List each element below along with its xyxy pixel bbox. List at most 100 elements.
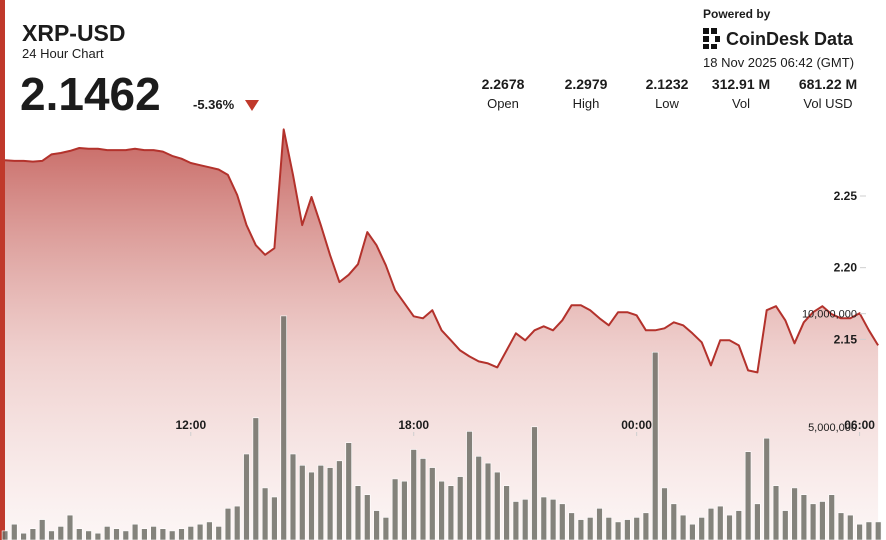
volume-bar: [605, 517, 613, 540]
stat-label: Vol USD: [803, 96, 852, 111]
y-tick-label: 2.25: [834, 189, 858, 203]
volume-bar: [271, 496, 278, 540]
stat-value: 2.2678: [482, 76, 525, 92]
volume-bar: [410, 449, 417, 540]
brand-logo: [703, 28, 720, 49]
title: XRP-USD: [22, 20, 126, 46]
volume-bar: [856, 523, 863, 540]
price: 2.1462: [20, 68, 161, 120]
volume-bar: [484, 462, 492, 540]
volume-bar: [874, 521, 882, 540]
volume-bar: [614, 521, 622, 540]
volume-bar: [837, 512, 845, 540]
volume-bar: [38, 519, 46, 540]
volume-bar: [336, 460, 343, 540]
volume-bar: [494, 471, 501, 540]
down-arrow: [245, 100, 259, 111]
volume-bar: [828, 494, 835, 540]
volume-bar: [512, 501, 520, 540]
brand: CoinDesk Data: [726, 29, 854, 49]
volume-bar: [735, 510, 743, 540]
y-tick-label: 2.20: [834, 261, 858, 275]
stat-value: 681.22 M: [799, 76, 857, 92]
volume-bar: [651, 351, 659, 540]
volume-bar: [670, 503, 678, 540]
volume-bar: [791, 487, 798, 540]
volume-bar: [865, 521, 873, 540]
stat-value: 2.2979: [565, 76, 608, 92]
volume-bar: [847, 514, 854, 540]
stat-label: Vol: [732, 96, 750, 111]
volume-bar: [326, 467, 334, 540]
volume-bar: [159, 528, 167, 540]
stats: 2.2678 Open 2.2979 High 2.1232 Low 312.91 M Vol…: [482, 76, 858, 111]
stat-label: Low: [655, 96, 679, 111]
volume-bar: [429, 467, 436, 540]
volume-bar: [20, 532, 27, 540]
volume-bar: [800, 494, 808, 540]
volume-bar: [707, 507, 715, 540]
volume-bar: [48, 530, 55, 540]
volume-bar: [364, 494, 371, 540]
volume-bar: [642, 512, 650, 540]
volume-bar: [234, 505, 241, 540]
volume-bar: [94, 532, 102, 540]
price-line: [4, 128, 879, 374]
subtitle: 24 Hour Chart: [22, 46, 104, 61]
volume-bar: [11, 523, 18, 540]
volume-bar: [215, 526, 222, 540]
volume-bar: [456, 476, 464, 540]
volume-bar: [531, 426, 538, 540]
volume-bar: [698, 517, 705, 540]
volume-bar: [679, 514, 687, 540]
y2-tick-label: 5,000,000: [808, 422, 857, 434]
volume-bar: [559, 503, 566, 540]
volume-bar: [289, 453, 297, 540]
volume-bar: [382, 517, 390, 540]
stat-value: 2.1232: [646, 76, 689, 92]
volume-bar: [689, 523, 696, 540]
timestamp: 18 Nov 2025 06:42 (GMT): [703, 55, 854, 70]
volume-bar: [243, 453, 250, 540]
volume-bar: [475, 455, 482, 540]
volume-bar: [661, 487, 668, 540]
volume-bar: [744, 451, 752, 540]
x-tick-label: 00:00: [621, 418, 652, 432]
volume-bar: [782, 510, 789, 540]
volume-bar: [299, 464, 306, 540]
volume-bar: [401, 480, 408, 540]
change: -5.36%: [193, 97, 235, 112]
volume-bar: [169, 530, 176, 540]
volume-bar: [29, 528, 37, 540]
volume-bar: [85, 530, 92, 540]
volume-bar: [261, 487, 269, 540]
volume-bar: [187, 526, 194, 540]
volume-bar: [178, 528, 185, 540]
volume-bar: [726, 514, 733, 540]
powered-by: Powered by: [703, 7, 771, 21]
volume-bar: [206, 521, 213, 540]
volume-bar: [772, 485, 780, 540]
volume-bar: [1, 530, 9, 540]
volume-bar: [503, 485, 510, 540]
volume-bar: [308, 471, 315, 540]
x-tick-label: 06:00: [844, 418, 875, 432]
volume-bar: [150, 526, 157, 540]
volume-bar: [224, 507, 232, 540]
volume-bar: [354, 485, 362, 540]
y2-tick-label: 10,000,000: [802, 309, 857, 321]
volume-bar: [76, 528, 83, 540]
stat-value: 312.91 M: [712, 76, 770, 92]
plot: 2.15 2.20 2.25 5,000,000 10,000,000 12:00 18:0…: [1, 128, 882, 540]
volume-bar: [754, 503, 761, 540]
volume-bar: [438, 480, 445, 540]
volume-bar: [317, 464, 324, 540]
stat-label: Open: [487, 96, 519, 111]
volume-bar: [540, 496, 548, 540]
volume-bar: [113, 528, 120, 540]
price-area: [5, 129, 879, 540]
volume-bar: [252, 417, 259, 540]
volume-bar: [419, 458, 427, 540]
stat-label: High: [573, 96, 600, 111]
